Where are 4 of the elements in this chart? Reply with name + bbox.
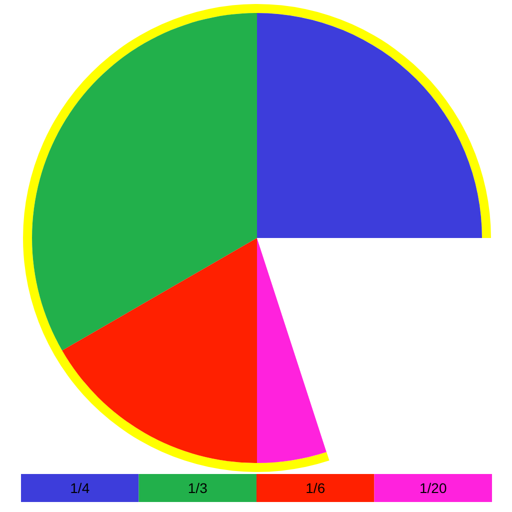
legend-label: 1/20 <box>420 480 447 496</box>
legend-label: 1/4 <box>70 480 90 496</box>
legend-label: 1/6 <box>306 480 326 496</box>
legend-label: 1/3 <box>188 480 208 496</box>
